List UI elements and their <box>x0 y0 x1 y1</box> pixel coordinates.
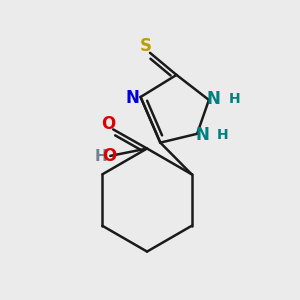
Text: H: H <box>95 149 108 164</box>
Text: H: H <box>217 128 229 142</box>
Text: S: S <box>140 38 152 56</box>
Text: O: O <box>103 148 117 166</box>
Text: N: N <box>195 126 209 144</box>
Text: O: O <box>101 115 115 133</box>
Text: N: N <box>125 88 139 106</box>
Text: H: H <box>229 92 241 106</box>
Text: N: N <box>207 90 221 108</box>
